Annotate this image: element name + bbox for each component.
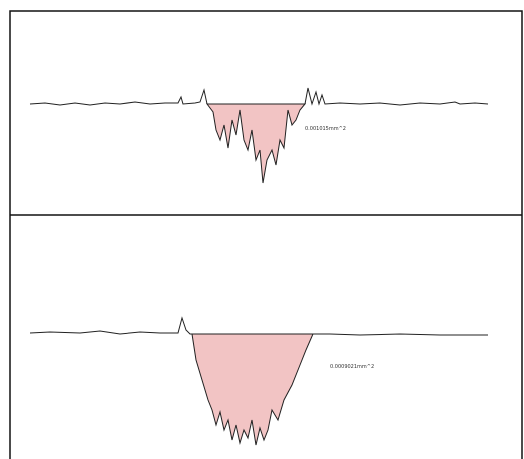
profile-curve xyxy=(29,316,488,336)
profile-curve xyxy=(29,87,489,106)
top-panel: 0.001015mm^2 xyxy=(29,87,489,184)
area-label: 0.001015mm^2 xyxy=(305,126,346,132)
area-shade xyxy=(206,103,307,184)
area-label: 0.0009021mm^2 xyxy=(330,364,374,370)
bottom-panel: 0.0009021mm^2 xyxy=(29,316,488,446)
frame xyxy=(9,10,523,459)
area-shade xyxy=(191,333,314,446)
